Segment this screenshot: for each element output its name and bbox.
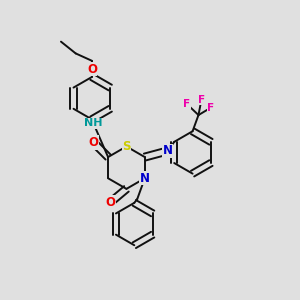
- Text: F: F: [183, 99, 190, 109]
- Text: F: F: [198, 95, 205, 105]
- Text: S: S: [122, 140, 131, 153]
- Text: F: F: [207, 103, 214, 113]
- Text: O: O: [87, 62, 97, 76]
- Text: N: N: [140, 172, 150, 185]
- Text: O: O: [88, 136, 98, 149]
- Text: N: N: [163, 145, 172, 158]
- Text: NH: NH: [84, 118, 103, 128]
- Text: O: O: [106, 196, 116, 208]
